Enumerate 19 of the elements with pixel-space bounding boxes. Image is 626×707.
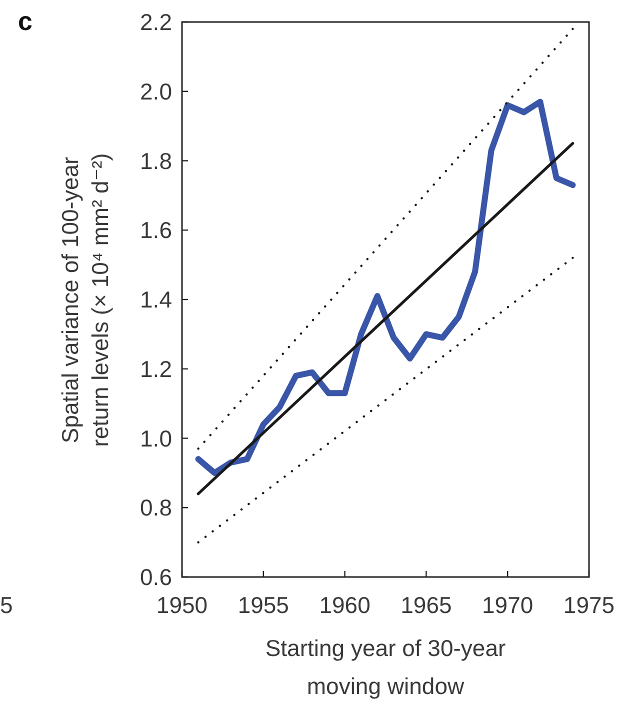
x-tick-label: 1965 — [400, 592, 452, 618]
y-tick-label: 1.6 — [140, 217, 172, 244]
x-axis-title: Starting year of 30-year moving window — [265, 635, 506, 699]
y-tick-label: 1.0 — [140, 425, 172, 452]
text: 5 — [0, 592, 13, 618]
x-tick-label: 1975 — [563, 592, 615, 618]
chart-title: c — [18, 6, 32, 36]
y-tick-label: 2.0 — [140, 78, 172, 104]
y-tick-label: 1.2 — [140, 356, 172, 382]
x-tick-label: 1950 — [156, 592, 208, 618]
y-tick-label: 1.8 — [140, 148, 172, 174]
x-tick-label: 1970 — [482, 592, 534, 618]
y-axis-title: Spatial variance of 100-year return levels (× 10⁴ mm² d⁻²) — [57, 153, 113, 447]
y-tick-label: 2.2 — [140, 9, 172, 36]
y-tick-label: 0.8 — [140, 494, 172, 521]
y-tick-label: 1.4 — [140, 286, 172, 313]
x-tick-label: 1955 — [238, 592, 289, 618]
x-tick-label: 1960 — [319, 592, 370, 618]
y-tick-label: 0.6 — [140, 564, 172, 590]
